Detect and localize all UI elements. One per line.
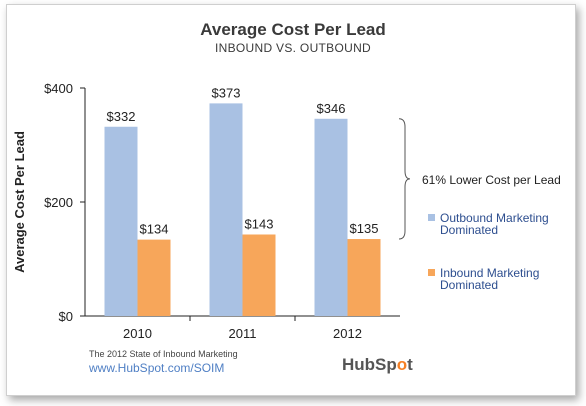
hubspot-logo: HubSpot — [342, 355, 413, 375]
data-label-2010-inbound: $134 — [140, 222, 169, 237]
chart-axes: $0 $200 $400 Average Cost Per Lead — [12, 81, 400, 324]
legend-label-inbound-line2: Dominated — [440, 278, 498, 292]
y-tick-label-1: $200 — [44, 195, 73, 210]
bar-2011-outbound — [209, 103, 243, 316]
bar-2012-outbound — [314, 118, 348, 316]
x-tick-label-2012: 2012 — [333, 326, 362, 341]
source-text: The 2012 State of Inbound Marketing — [89, 349, 238, 359]
bar-2010-outbound — [104, 126, 138, 316]
y-tick-label-2: $400 — [44, 81, 73, 96]
chart-labels: $332 $134 2010 $373 $143 2011 $346 $135 2012 — [107, 85, 379, 341]
annotation-brace — [398, 118, 411, 240]
data-label-2010-outbound: $332 — [107, 109, 136, 124]
logo-text-start: HubSp — [342, 355, 397, 374]
data-label-2012-outbound: $346 — [317, 101, 346, 116]
legend-swatch-inbound — [428, 269, 435, 276]
x-tick-label-2010: 2010 — [123, 326, 152, 341]
chart-subtitle: INBOUND VS. OUTBOUND — [214, 41, 371, 55]
x-tick-label-2011: 2011 — [229, 326, 257, 341]
legend-swatch-outbound — [428, 214, 435, 221]
annotation-text: 61% Lower Cost per Lead — [422, 173, 561, 187]
bar-2010-inbound — [137, 239, 171, 316]
legend-label-inbound-line1: Inbound Marketing — [440, 266, 539, 280]
source-url-link[interactable]: www.HubSpot.com/SOIM — [89, 361, 225, 375]
chart-annotation: 61% Lower Cost per Lead — [398, 118, 561, 240]
chart-bars — [104, 103, 381, 316]
logo-sprocket-o: o — [396, 355, 408, 374]
legend-label-outbound-line2: Dominated — [440, 223, 498, 237]
chart-title: Average Cost Per Lead — [200, 20, 386, 39]
y-tick-label-0: $0 — [59, 309, 73, 324]
chart-card — [6, 4, 576, 396]
logo-text-end: t — [407, 355, 413, 374]
data-label-2012-inbound: $135 — [350, 221, 379, 236]
data-label-2011-inbound: $143 — [245, 216, 274, 231]
bar-2011-inbound — [242, 234, 276, 316]
y-axis-title: Average Cost Per Lead — [12, 131, 27, 273]
data-label-2011-outbound: $373 — [212, 85, 241, 100]
bar-2012-inbound — [347, 239, 381, 316]
legend-label-outbound-line1: Outbound Marketing — [440, 211, 549, 225]
